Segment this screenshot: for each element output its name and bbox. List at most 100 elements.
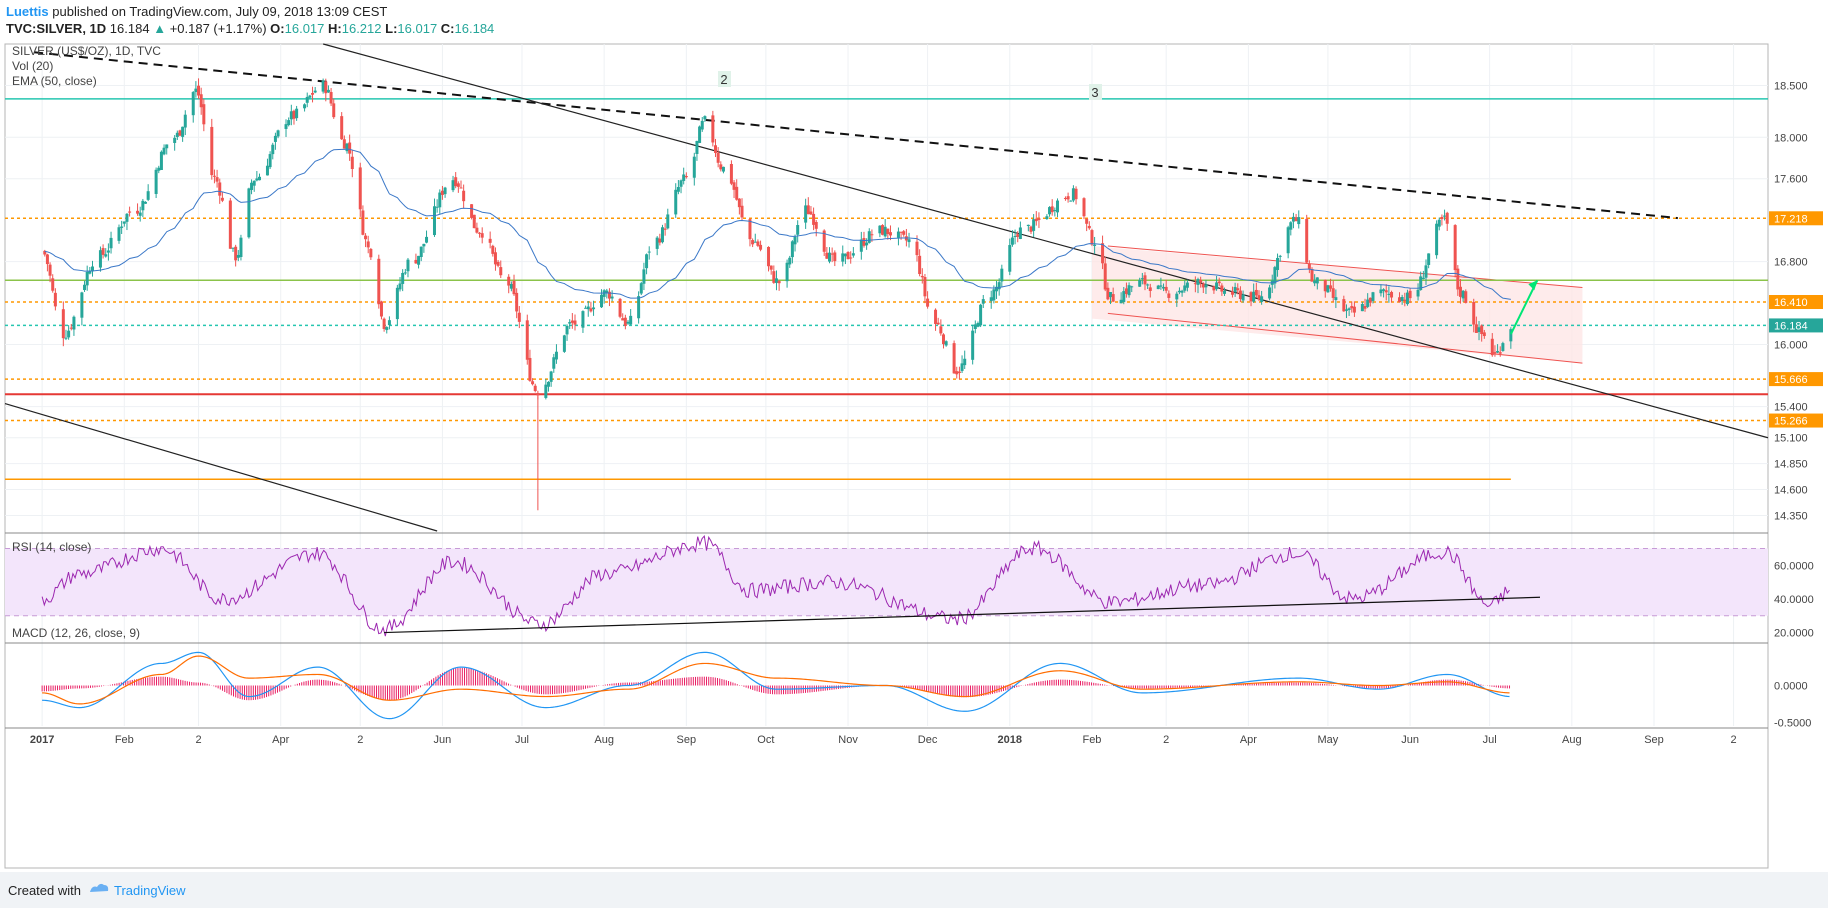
- candle-body[interactable]: [865, 242, 869, 246]
- candle-body[interactable]: [1289, 222, 1293, 230]
- candle-body[interactable]: [183, 114, 187, 128]
- candle-body[interactable]: [1403, 299, 1407, 302]
- candle-body[interactable]: [756, 241, 760, 246]
- candle-body[interactable]: [202, 104, 206, 125]
- candle-body[interactable]: [1416, 289, 1420, 297]
- candle-body[interactable]: [324, 81, 328, 94]
- candle-body[interactable]: [804, 205, 808, 223]
- candle-body[interactable]: [862, 238, 866, 246]
- candle-body[interactable]: [584, 307, 588, 309]
- candle-body[interactable]: [268, 154, 272, 168]
- candle-body[interactable]: [647, 251, 651, 253]
- candle-body[interactable]: [1363, 306, 1367, 309]
- candle-body[interactable]: [788, 257, 792, 265]
- candle-body[interactable]: [552, 357, 556, 369]
- candle-body[interactable]: [1400, 297, 1404, 302]
- candle-body[interactable]: [896, 231, 900, 238]
- candle-body[interactable]: [181, 126, 185, 137]
- candle-body[interactable]: [592, 307, 596, 310]
- candle-body[interactable]: [475, 227, 479, 233]
- candle-body[interactable]: [422, 243, 426, 247]
- candle-body[interactable]: [175, 132, 179, 137]
- candle-body[interactable]: [767, 246, 771, 267]
- candle-body[interactable]: [793, 236, 797, 245]
- candle-body[interactable]: [517, 312, 521, 322]
- candle-body[interactable]: [48, 264, 52, 276]
- candle-body[interactable]: [695, 140, 699, 155]
- candle-body[interactable]: [1474, 324, 1478, 333]
- candle-body[interactable]: [1069, 200, 1073, 202]
- candle-body[interactable]: [1085, 218, 1089, 224]
- candle-body[interactable]: [154, 169, 158, 194]
- candle-body[interactable]: [419, 246, 423, 258]
- candle-body[interactable]: [1368, 297, 1372, 303]
- candle-body[interactable]: [1109, 292, 1113, 298]
- candle-body[interactable]: [443, 187, 447, 195]
- candle-body[interactable]: [1143, 275, 1147, 285]
- candle-body[interactable]: [926, 298, 930, 307]
- candle-body[interactable]: [1106, 287, 1110, 300]
- candle-body[interactable]: [1063, 197, 1067, 199]
- candle-body[interactable]: [51, 278, 55, 291]
- candle-body[interactable]: [674, 189, 678, 215]
- candle-body[interactable]: [1453, 225, 1457, 271]
- candle-body[interactable]: [43, 250, 47, 255]
- candle-body[interactable]: [883, 226, 887, 237]
- candle-body[interactable]: [960, 363, 964, 371]
- candle-body[interactable]: [1183, 285, 1187, 291]
- candle-body[interactable]: [1424, 265, 1428, 278]
- candle-body[interactable]: [1185, 282, 1189, 288]
- candle-body[interactable]: [1236, 288, 1240, 291]
- candle-body[interactable]: [586, 306, 590, 310]
- candle-body[interactable]: [1082, 198, 1086, 217]
- candle-body[interactable]: [830, 253, 834, 255]
- candle-body[interactable]: [660, 227, 664, 243]
- candle-body[interactable]: [215, 177, 219, 182]
- candle-body[interactable]: [1294, 217, 1298, 222]
- candle-body[interactable]: [570, 320, 574, 323]
- candle-body[interactable]: [1490, 338, 1494, 356]
- candle-body[interactable]: [923, 277, 927, 297]
- candle-body[interactable]: [321, 80, 325, 92]
- candle-body[interactable]: [305, 96, 309, 103]
- candle-body[interactable]: [1201, 283, 1205, 288]
- candle-body[interactable]: [989, 297, 993, 302]
- candle-body[interactable]: [1268, 287, 1272, 299]
- candle-body[interactable]: [549, 371, 553, 382]
- candle-body[interactable]: [1464, 291, 1468, 303]
- candle-body[interactable]: [122, 221, 126, 224]
- candle-body[interactable]: [1384, 290, 1388, 293]
- candle-body[interactable]: [666, 214, 670, 229]
- candle-body[interactable]: [438, 192, 442, 208]
- candle-body[interactable]: [1156, 285, 1160, 290]
- candle-body[interactable]: [735, 186, 739, 200]
- candle-body[interactable]: [1334, 297, 1338, 301]
- wave-3-label[interactable]: 3: [1091, 85, 1098, 100]
- candle-body[interactable]: [581, 311, 585, 328]
- candle-body[interactable]: [1371, 292, 1375, 301]
- candle-body[interactable]: [600, 294, 604, 308]
- candle-body[interactable]: [401, 272, 405, 284]
- candle-body[interactable]: [417, 255, 421, 265]
- candle-body[interactable]: [626, 321, 630, 324]
- candle-body[interactable]: [1055, 200, 1059, 213]
- candle-body[interactable]: [1342, 299, 1346, 312]
- candle-body[interactable]: [247, 188, 251, 238]
- candle-body[interactable]: [1103, 263, 1107, 290]
- candle-body[interactable]: [478, 232, 482, 234]
- price-pane[interactable]: [4, 43, 1769, 532]
- candle-body[interactable]: [350, 156, 354, 169]
- candle-body[interactable]: [1443, 215, 1447, 217]
- candle-body[interactable]: [679, 180, 683, 187]
- candle-body[interactable]: [785, 262, 789, 282]
- candle-body[interactable]: [231, 247, 235, 249]
- candle-body[interactable]: [806, 205, 810, 215]
- candle-body[interactable]: [814, 222, 818, 229]
- candle-body[interactable]: [698, 126, 702, 143]
- candle-body[interactable]: [1315, 277, 1319, 284]
- candle-body[interactable]: [843, 253, 847, 257]
- candle-body[interactable]: [796, 225, 800, 235]
- candle-body[interactable]: [1177, 290, 1181, 293]
- candle-body[interactable]: [621, 318, 625, 321]
- rsi-pane[interactable]: [5, 534, 1768, 637]
